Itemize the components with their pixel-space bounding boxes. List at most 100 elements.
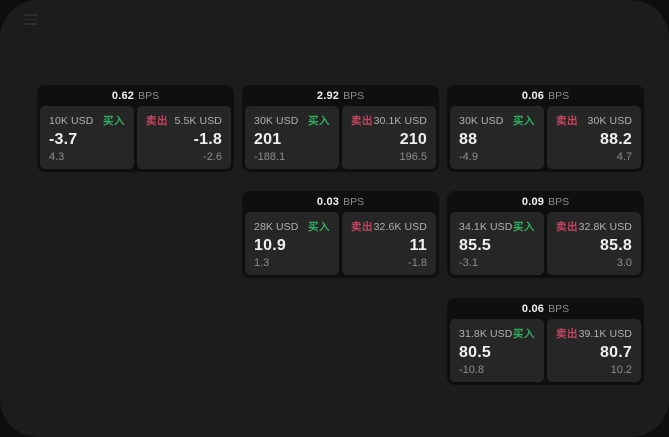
buy-delta: -3.1 (459, 257, 478, 269)
buy-delta: 1.3 (254, 257, 270, 269)
bps-value: 0.62 (111, 89, 135, 102)
quote-card[interactable]: 0.09 BPS 34.1K USD 买入 85.5 -3.1 卖出 32.8K… (447, 191, 644, 278)
sell-quote[interactable]: 卖出 39.1K USD 80.7 10.2 (547, 319, 641, 382)
card-header: 0.03 BPS (245, 191, 436, 212)
bps-unit-label: BPS (343, 195, 365, 208)
bps-value: 2.92 (316, 89, 340, 102)
sell-delta: 10.2 (610, 364, 632, 376)
card-header: 0.06 BPS (450, 85, 641, 106)
buy-delta: 4.3 (49, 151, 65, 163)
buy-quote[interactable]: 31.8K USD 买入 80.5 -10.8 (450, 319, 544, 382)
buy-amount: 10K USD (49, 115, 94, 127)
sell-quote-top: 卖出 32.8K USD (556, 219, 632, 234)
buy-amount: 30K USD (254, 115, 299, 127)
bps-value: 0.06 (521, 89, 545, 102)
bps-value: 0.09 (521, 195, 545, 208)
sell-tag: 卖出 (556, 115, 578, 127)
buy-quote-top: 31.8K USD 买入 (459, 326, 535, 341)
sell-delta: 4.7 (616, 151, 632, 163)
card-body: 28K USD 买入 10.9 1.3 卖出 32.6K USD 11 -1.8 (245, 212, 436, 275)
sell-price: 210 (399, 131, 427, 148)
buy-quote-top: 28K USD 买入 (254, 219, 330, 234)
bps-unit-label: BPS (343, 89, 365, 102)
sell-quote-top: 卖出 30.1K USD (351, 113, 427, 128)
quote-card[interactable]: 0.62 BPS 10K USD 买入 -3.7 4.3 卖出 5.5K USD… (37, 85, 234, 172)
sell-amount: 32.8K USD (578, 221, 632, 233)
buy-price: 10.9 (254, 237, 286, 254)
quote-card[interactable]: 2.92 BPS 30K USD 买入 201 -188.1 卖出 30.1K … (242, 85, 439, 172)
hamburger-menu-icon[interactable] (24, 14, 38, 25)
sell-tag: 卖出 (146, 115, 168, 127)
buy-delta: -188.1 (254, 151, 286, 163)
sell-quote-top: 卖出 5.5K USD (146, 113, 222, 128)
sell-tag: 卖出 (351, 115, 373, 127)
card-body: 34.1K USD 买入 85.5 -3.1 卖出 32.8K USD 85.8… (450, 212, 641, 275)
buy-price: 85.5 (459, 237, 491, 254)
buy-quote[interactable]: 10K USD 买入 -3.7 4.3 (40, 106, 134, 169)
card-body: 30K USD 买入 88 -4.9 卖出 30K USD 88.2 4.7 (450, 106, 641, 169)
sell-quote[interactable]: 卖出 32.6K USD 11 -1.8 (342, 212, 436, 275)
card-header: 0.06 BPS (450, 298, 641, 319)
bps-unit-label: BPS (548, 89, 570, 102)
card-header: 2.92 BPS (245, 85, 436, 106)
sell-amount: 5.5K USD (174, 115, 222, 127)
card-body: 10K USD 买入 -3.7 4.3 卖出 5.5K USD -1.8 -2.… (40, 106, 231, 169)
sell-tag: 卖出 (556, 221, 578, 233)
buy-quote-top: 30K USD 买入 (459, 113, 535, 128)
sell-delta: 196.5 (399, 151, 427, 163)
buy-delta: -10.8 (459, 364, 485, 376)
menu-bar (24, 14, 38, 16)
buy-amount: 30K USD (459, 115, 504, 127)
card-header: 0.62 BPS (40, 85, 231, 106)
sell-quote[interactable]: 卖出 5.5K USD -1.8 -2.6 (137, 106, 231, 169)
buy-quote-top: 10K USD 买入 (49, 113, 125, 128)
bps-value: 0.06 (521, 302, 545, 315)
sell-tag: 卖出 (556, 328, 578, 340)
sell-price: 11 (409, 237, 427, 254)
bps-unit-label: BPS (548, 302, 570, 315)
sell-quote-top: 卖出 39.1K USD (556, 326, 632, 341)
buy-quote-top: 34.1K USD 买入 (459, 219, 535, 234)
buy-quote[interactable]: 30K USD 买入 88 -4.9 (450, 106, 544, 169)
sell-price: -1.8 (193, 131, 222, 148)
buy-tag: 买入 (513, 115, 535, 127)
buy-amount: 31.8K USD (459, 328, 513, 340)
quote-card[interactable]: 0.06 BPS 31.8K USD 买入 80.5 -10.8 卖出 39.1… (447, 298, 644, 385)
sell-amount: 39.1K USD (578, 328, 632, 340)
bps-unit-label: BPS (548, 195, 570, 208)
menu-bar (24, 18, 38, 21)
sell-quote[interactable]: 卖出 30.1K USD 210 196.5 (342, 106, 436, 169)
buy-tag: 买入 (308, 221, 330, 233)
sell-delta: -2.6 (203, 151, 222, 163)
buy-price: 201 (254, 131, 282, 148)
sell-quote-top: 卖出 32.6K USD (351, 219, 427, 234)
buy-price: -3.7 (49, 131, 78, 148)
sell-amount: 30K USD (587, 115, 632, 127)
bps-unit-label: BPS (138, 89, 160, 102)
card-header: 0.09 BPS (450, 191, 641, 212)
quote-card[interactable]: 0.06 BPS 30K USD 买入 88 -4.9 卖出 30K USD 8… (447, 85, 644, 172)
sell-amount: 32.6K USD (373, 221, 427, 233)
sell-price: 88.2 (600, 131, 632, 148)
card-body: 31.8K USD 买入 80.5 -10.8 卖出 39.1K USD 80.… (450, 319, 641, 382)
buy-amount: 28K USD (254, 221, 299, 233)
buy-quote[interactable]: 28K USD 买入 10.9 1.3 (245, 212, 339, 275)
buy-tag: 买入 (103, 115, 125, 127)
quote-card[interactable]: 0.03 BPS 28K USD 买入 10.9 1.3 卖出 32.6K US… (242, 191, 439, 278)
sell-amount: 30.1K USD (373, 115, 427, 127)
buy-price: 88 (459, 131, 478, 148)
buy-quote-top: 30K USD 买入 (254, 113, 330, 128)
buy-quote[interactable]: 34.1K USD 买入 85.5 -3.1 (450, 212, 544, 275)
sell-tag: 卖出 (351, 221, 373, 233)
sell-quote[interactable]: 卖出 32.8K USD 85.8 3.0 (547, 212, 641, 275)
buy-delta: -4.9 (459, 151, 478, 163)
sell-quote-top: 卖出 30K USD (556, 113, 632, 128)
sell-delta: 3.0 (616, 257, 632, 269)
card-body: 30K USD 买入 201 -188.1 卖出 30.1K USD 210 1… (245, 106, 436, 169)
menu-bar (24, 23, 38, 25)
buy-quote[interactable]: 30K USD 买入 201 -188.1 (245, 106, 339, 169)
buy-tag: 买入 (308, 115, 330, 127)
sell-quote[interactable]: 卖出 30K USD 88.2 4.7 (547, 106, 641, 169)
buy-tag: 买入 (513, 221, 535, 233)
